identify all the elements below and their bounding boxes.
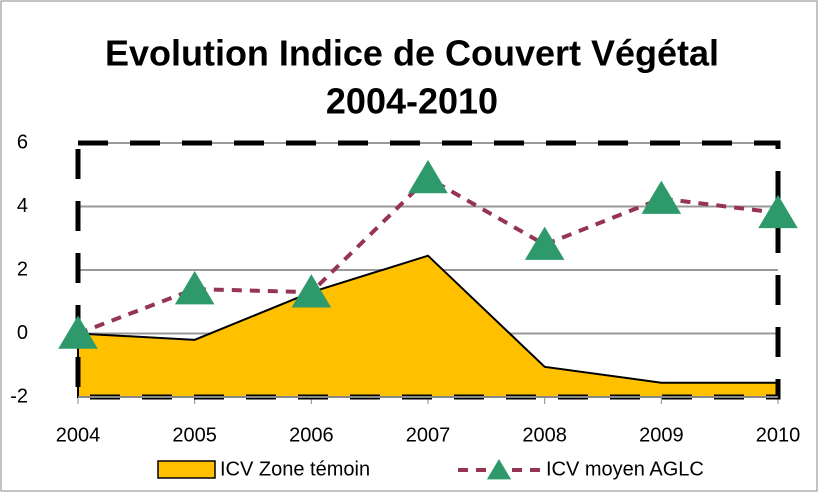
legend-swatch xyxy=(157,460,216,479)
x-tick-label: 2010 xyxy=(756,424,801,446)
x-tick-label: 2006 xyxy=(289,424,334,446)
y-tick-label: 4 xyxy=(17,195,28,217)
legend-marker xyxy=(486,459,512,480)
y-tick-label: 6 xyxy=(17,131,28,153)
y-tick-label: 0 xyxy=(17,322,28,344)
x-tick-label: 2008 xyxy=(522,424,567,446)
marker xyxy=(524,226,565,260)
chart-title: 2004-2010 xyxy=(326,81,498,122)
marker xyxy=(641,180,682,214)
legend-label: ICV moyen AGLC xyxy=(546,458,704,480)
y-tick-label: -2 xyxy=(10,385,28,407)
chart-title: Evolution Indice de Couvert Végétal xyxy=(105,33,719,74)
x-tick-label: 2004 xyxy=(56,424,101,446)
marker xyxy=(58,315,98,349)
x-tick-label: 2005 xyxy=(172,424,217,446)
y-tick-label: 2 xyxy=(17,258,28,280)
legend-label: ICV Zone témoin xyxy=(220,458,370,480)
x-tick-label: 2009 xyxy=(639,424,684,446)
marker xyxy=(291,274,332,308)
marker xyxy=(174,271,215,305)
x-tick-label: 2007 xyxy=(406,424,451,446)
marker xyxy=(758,194,798,229)
marker xyxy=(408,159,448,194)
